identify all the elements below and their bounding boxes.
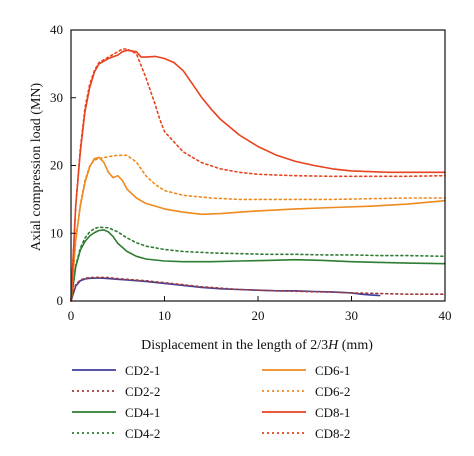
x-tick-label: 40 xyxy=(439,308,452,323)
y-tick-label: 0 xyxy=(57,293,64,308)
legend-label-cd8-1: CD8-1 xyxy=(315,405,350,420)
legend-label-cd4-2: CD4-2 xyxy=(125,426,160,441)
series-line-cd4-1 xyxy=(70,229,446,302)
x-axis-label: Displacement in the length of 2/3H (mm) xyxy=(141,338,373,353)
x-tick-label: 30 xyxy=(345,308,358,323)
series-line-cd4-2 xyxy=(70,226,446,302)
axes: 0 10 20 30 40 0 10 20 30 40 xyxy=(50,22,452,323)
legend-label-cd8-2: CD8-2 xyxy=(315,426,350,441)
x-tick-label: 0 xyxy=(68,308,75,323)
series-line-cd6-2 xyxy=(70,154,446,302)
plot-area xyxy=(70,48,446,302)
series-line-cd2-2 xyxy=(70,276,446,302)
x-tick-label: 10 xyxy=(158,308,171,323)
y-tick-label: 40 xyxy=(50,22,63,37)
series-line-cd8-2 xyxy=(70,48,446,302)
y-tick-label: 10 xyxy=(50,225,63,240)
legend-label-cd6-2: CD6-2 xyxy=(315,384,350,399)
legend: CD2-1 CD2-2 CD4-1 CD4-2 CD6-1 CD6-2 CD8-1 CD8-2 xyxy=(72,363,350,441)
legend-label-cd4-1: CD4-1 xyxy=(125,405,160,420)
series-line-cd2-1 xyxy=(70,277,381,302)
y-tick-label: 20 xyxy=(50,158,63,173)
legend-label-cd6-1: CD6-1 xyxy=(315,363,350,378)
x-tick-label: 20 xyxy=(252,308,265,323)
y-axis-label: Axial compression load (MN) xyxy=(29,82,44,251)
y-tick-label: 30 xyxy=(50,90,63,105)
legend-label-cd2-1: CD2-1 xyxy=(125,363,160,378)
legend-label-cd2-2: CD2-2 xyxy=(125,384,160,399)
